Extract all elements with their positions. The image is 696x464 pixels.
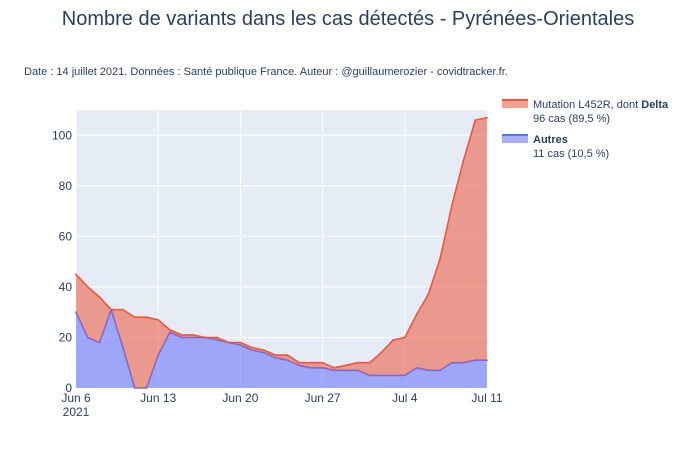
- series-point-1: [110, 308, 113, 311]
- series-point-1: [227, 341, 230, 344]
- x-tick-label: Jun 27: [305, 391, 341, 405]
- legend-label-text: Autres: [533, 134, 568, 146]
- x-tick-label: Jun 20: [222, 391, 258, 405]
- series-point-1: [286, 354, 289, 357]
- series-point-1: [427, 293, 430, 296]
- series-point-1: [403, 336, 406, 339]
- x-tick-label: Jun 13: [140, 391, 176, 405]
- series-point-1: [239, 341, 242, 344]
- y-tick-label: 0: [65, 381, 72, 395]
- series-point-1: [345, 364, 347, 367]
- chart-title: Nombre de variants dans les cas détectés…: [61, 8, 635, 30]
- legend-label: Autres: [533, 134, 568, 146]
- series-point-1: [462, 159, 465, 162]
- series-point-1: [474, 119, 477, 122]
- legend-label: Mutation L452R, dont Delta: [533, 99, 669, 111]
- y-tick-label: 20: [59, 330, 73, 344]
- y-tick-label: 40: [59, 280, 73, 294]
- series-point-1: [180, 334, 183, 336]
- legend-label-text: Mutation L452R, dont: [533, 99, 641, 111]
- series-point-1: [98, 296, 101, 298]
- legend-swatch: [502, 135, 528, 143]
- legend: Mutation L452R, dont Delta 96 cas (89,5 %…: [502, 99, 669, 160]
- series-point-1: [251, 346, 254, 349]
- chart-subtitle: Date : 14 juillet 2021. Données : Santé …: [24, 66, 508, 78]
- series-point-1: [157, 318, 160, 321]
- series-area-0: [76, 309, 487, 388]
- series-point-1: [216, 336, 218, 339]
- series-point-1: [415, 313, 418, 316]
- series-line-1: [75, 116, 488, 369]
- series-point-1: [392, 339, 394, 341]
- y-tick-label: 100: [52, 128, 72, 142]
- legend-swatch: [502, 100, 528, 108]
- chart-areas: [75, 116, 488, 389]
- legend-label-bold: Delta: [641, 99, 669, 111]
- series-point-1: [368, 361, 371, 364]
- series-point-1: [450, 205, 453, 207]
- series-point-1: [321, 361, 324, 364]
- series-point-1: [122, 308, 124, 311]
- series-point-1: [333, 366, 336, 369]
- series-point-1: [486, 116, 488, 119]
- legend-detail: 96 cas (89,5 %): [533, 113, 610, 125]
- x-tick-label: Jun 6: [61, 391, 91, 405]
- series-point-1: [192, 334, 195, 336]
- y-tick-label: 80: [59, 179, 73, 193]
- series-point-1: [439, 258, 441, 261]
- series-point-1: [274, 354, 277, 357]
- series-point-1: [309, 361, 312, 364]
- x-tick-sublabel: 2021: [63, 405, 90, 419]
- y-axis: 0 20 40 60 80 100: [52, 128, 72, 395]
- series-point-1: [380, 351, 383, 354]
- series-point-1: [75, 273, 77, 276]
- series-point-1: [204, 336, 207, 339]
- y-tick-label: 60: [59, 229, 73, 243]
- series-area-1: [76, 117, 487, 388]
- series-point-1: [262, 349, 265, 351]
- series-point-1: [86, 286, 89, 288]
- series-point-1: [356, 361, 359, 364]
- x-tick-label: Jul 11: [471, 391, 502, 405]
- x-tick-label: Jul 4: [392, 391, 418, 405]
- series-point-1: [169, 328, 171, 331]
- series-point-1: [298, 361, 301, 364]
- series-point-1: [145, 316, 148, 319]
- legend-detail: 11 cas (10,5 %): [533, 148, 609, 160]
- series-point-1: [133, 316, 136, 319]
